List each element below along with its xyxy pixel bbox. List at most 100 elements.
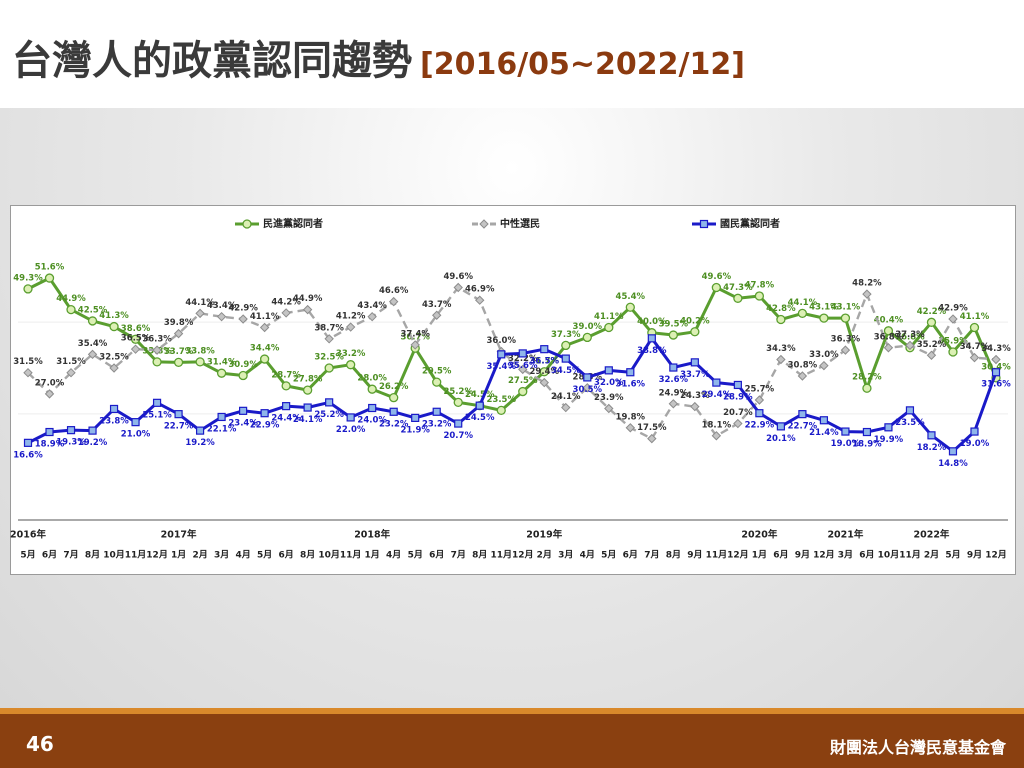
data-label: 41.1% [960,312,990,322]
point [819,416,829,425]
data-label: 27.8% [293,375,323,385]
point [479,219,489,229]
point [668,330,678,340]
x-tick-label: 4月 [580,550,595,561]
point [23,438,33,447]
x-tick-label: 2月 [924,550,939,561]
data-label: 28.2% [852,373,882,383]
data-label: 40.4% [874,315,904,325]
point [302,385,313,395]
data-label: 24.1% [293,415,323,425]
data-label: 51.6% [35,263,65,273]
point [66,304,76,315]
point [152,357,162,367]
data-label: 21.0% [121,430,151,440]
data-label: 24.1% [551,392,581,402]
data-label: 17.5% [637,423,667,433]
data-label: 36.7% [400,333,430,343]
point [242,219,252,229]
data-label: 27.5% [508,376,538,386]
point [432,407,441,416]
point [927,431,936,440]
point [131,418,140,427]
point [561,354,570,363]
data-label: 43.1% [809,303,839,313]
data-label: 29.4% [702,390,732,400]
point [497,350,506,359]
point [582,383,592,393]
data-label: 31.7% [530,356,560,366]
x-tick-label: 6月 [279,550,294,561]
title: 台灣人的政黨認同趨勢 [12,38,412,84]
data-label: 41.1% [594,312,624,322]
point [883,343,894,353]
data-label: 41.3% [99,311,129,321]
point [970,427,979,436]
data-label: 42.5% [78,305,108,315]
data-label: 49.6% [443,272,473,282]
data-label: 24.5% [465,390,495,400]
data-label: 36.8% [895,332,925,342]
point [539,367,549,377]
point [840,313,851,323]
point [690,358,699,367]
x-tick-label: 9月 [687,550,702,561]
data-label: 22.9% [250,421,280,431]
point [130,334,141,344]
point [152,345,162,355]
x-group-label: 2018年 [354,529,390,541]
x-tick-label: 1月 [752,550,767,561]
point [282,402,291,411]
x-tick-label: 12月 [813,550,835,561]
point [625,423,636,433]
data-label: 46.9% [465,285,495,295]
point [411,413,420,423]
x-tick-label: 10月 [318,550,340,561]
data-label: 25.1% [142,410,172,420]
x-tick-label: 11月 [490,550,512,561]
point [325,398,334,407]
data-label: 32.6% [659,375,689,385]
data-label: 26.2% [379,382,409,392]
point [647,433,657,444]
point [45,427,54,437]
point [948,447,958,456]
x-group-label: 2020年 [741,529,777,541]
x-tick-label: 5月 [408,550,423,561]
point [239,406,248,415]
x-tick-label: 5月 [601,550,616,561]
data-label: 32.0% [594,378,624,388]
data-label: 43.1% [831,303,861,313]
point [432,377,442,387]
point [195,357,205,367]
data-label: 27.0% [35,378,65,388]
data-label: 44.9% [56,294,86,304]
data-label: 23.5% [895,418,925,428]
data-label: 19.0% [960,439,990,449]
point [669,363,678,372]
data-label: 22.0% [336,425,366,435]
point [195,426,205,435]
data-label: 21.4% [809,428,839,438]
point [259,322,270,333]
legend-label: 國民黨認同者 [720,217,780,230]
point [324,334,334,344]
point [88,426,97,435]
x-tick-label: 3月 [558,550,573,561]
data-label: 21.9% [400,425,430,435]
data-label: 32.2% [508,354,538,364]
data-label: 18.9% [852,440,882,450]
data-label: 28.0% [357,374,387,384]
point [432,310,442,320]
point [475,295,485,305]
point [130,344,141,354]
point [475,401,484,410]
point [948,347,958,357]
x-tick-label: 9月 [967,550,982,561]
data-label: 34.4% [250,344,280,354]
point [841,427,850,436]
point [754,395,765,405]
data-label: 31.6% [981,380,1011,390]
data-label: 39.8% [164,318,194,328]
data-label: 30.8% [788,361,818,371]
